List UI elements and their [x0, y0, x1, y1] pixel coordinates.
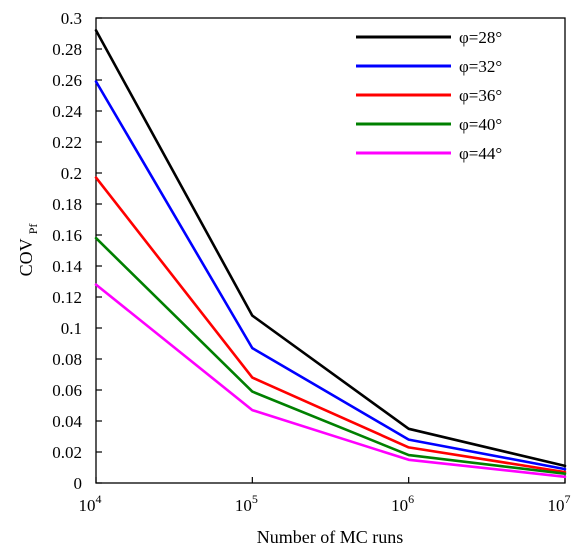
y-tick-label: 0.24 — [52, 102, 82, 121]
y-tick-label: 0.08 — [52, 350, 82, 369]
x-axis: 104 105 106 107 — [79, 477, 571, 515]
plot-area — [95, 17, 566, 484]
legend-label-5: φ=44° — [459, 144, 502, 163]
series-line-3 — [94, 176, 567, 474]
y-tick-label: 0.02 — [52, 443, 82, 462]
y-tick-label: 0.06 — [52, 381, 82, 400]
y-tick-label: 0.1 — [61, 319, 82, 338]
legend-label-3: φ=36° — [459, 86, 502, 105]
y-tick-label: 0.16 — [52, 226, 82, 245]
y-tick-label: 0.3 — [61, 9, 82, 28]
y-tick-label: 0.04 — [52, 412, 82, 431]
y-tick-label: 0.22 — [52, 133, 82, 152]
y-tick-label: 0.28 — [52, 40, 82, 59]
series-line-4 — [94, 236, 567, 476]
series-lines — [94, 29, 567, 479]
y-axis: 0 0.02 0.04 0.06 0.08 0.1 0.12 0.14 0.16 0.18 0.2 0… — [52, 9, 102, 493]
series-line-1 — [94, 29, 567, 468]
legend-label-2: φ=32° — [459, 57, 502, 76]
x-tick-label: 106 — [391, 492, 414, 515]
series-line-2 — [94, 80, 567, 471]
y-tick-label: 0.26 — [52, 71, 82, 90]
y-tick-label: 0 — [74, 474, 83, 493]
legend: φ=28° φ=32° φ=36° φ=40° φ=44° — [356, 28, 502, 163]
plot-frame — [95, 17, 566, 484]
y-tick-label: 0.12 — [52, 288, 82, 307]
y-axis-label-subscript: Pf — [26, 224, 40, 235]
y-tick-label: 0.18 — [52, 195, 82, 214]
y-axis-label-main: COV — [16, 238, 36, 276]
legend-label-1: φ=28° — [459, 28, 502, 47]
y-tick-label: 0.14 — [52, 257, 82, 276]
y-tick-label: 0.2 — [61, 164, 82, 183]
y-axis-label: COV Pf — [16, 224, 40, 277]
x-tick-label: 104 — [79, 492, 102, 515]
x-tick-label: 107 — [548, 492, 571, 515]
series-line-5 — [94, 283, 567, 479]
x-axis-label: Number of MC runs — [257, 527, 404, 547]
legend-label-4: φ=40° — [459, 115, 502, 134]
x-tick-label: 105 — [235, 492, 258, 515]
